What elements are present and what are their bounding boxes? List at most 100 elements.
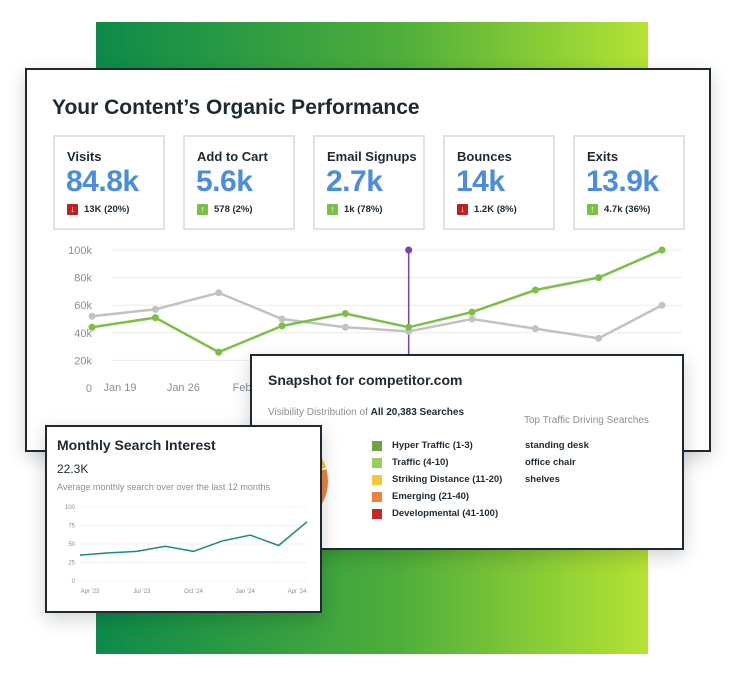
chart-gridlines [112,249,682,361]
kpi-bounces[interactable]: Bounces 14k ↓ 1.2K (8%) [443,135,555,230]
kpi-delta-text: 1k (78%) [344,204,383,215]
snapshot-subtitle-bold: All 20,383 Searches [370,407,465,418]
legend-swatch [372,457,382,468]
legend-label: Hyper Traffic (1-3) [392,440,473,451]
legend-label: Emerging (21-40) [392,491,470,502]
legend-swatch [372,491,382,502]
data-point[interactable] [151,305,159,313]
kpi-delta-text: 578 (2%) [214,204,253,215]
series-line [79,521,308,556]
data-point[interactable] [531,286,539,294]
y-tick-label: 40k [74,328,92,340]
mini-chart-gridlines [80,506,307,582]
kpi-delta: ↓ 13K (20%) [67,204,129,215]
legend-striking-distance: Striking Distance (11-20) [372,474,502,485]
data-point[interactable] [88,323,96,331]
y-tick-label: 25 [68,561,75,567]
data-point[interactable] [215,289,223,297]
y-tick-label: 100 [65,505,76,511]
arrow-up-icon: ↑ [587,204,598,215]
legend-hyper-traffic: Hyper Traffic (1-3) [372,440,473,451]
mini-chart-x-axis: Apr '23 Jul '23 Oct '24 Jan '24 Apr '24 [81,589,307,595]
chart-series [88,246,666,428]
snapshot-subtitle-prefix: Visibility Distribution of [268,407,368,418]
x-tick-label: Jul '23 [133,589,151,595]
top-search-item[interactable]: shelves [525,474,560,485]
data-point[interactable] [595,334,603,342]
data-point[interactable] [278,322,286,330]
legend-swatch [372,474,382,485]
y-tick-label: 60k [74,300,92,312]
top-searches-title: Top Traffic Driving Searches [524,415,649,426]
y-tick-label: 100k [68,245,92,257]
data-point[interactable] [468,315,476,323]
kpi-label: Bounces [457,149,512,164]
data-point[interactable] [658,301,666,309]
x-tick-label: Apr '24 [288,589,307,595]
y-tick-label: 50 [68,542,75,548]
x-tick-label: Oct '24 [184,589,203,595]
data-point[interactable] [595,274,603,282]
data-point[interactable] [278,315,286,323]
legend-emerging: Emerging (21-40) [372,491,469,502]
data-point[interactable] [341,309,349,317]
legend-developmental: Developmental (41-100) [372,508,498,519]
legend-label: Developmental (41-100) [392,508,499,519]
data-point[interactable] [341,323,349,331]
y-tick-label: 20k [74,355,92,367]
kpi-visits[interactable]: Visits 84.8k ↓ 13K (20%) [53,135,165,230]
arrow-down-icon: ↓ [457,204,468,215]
kpi-delta-text: 1.2K (8%) [474,204,517,215]
y-tick-label: 80k [74,273,92,285]
y-tick-label: 0 [72,579,76,585]
arrow-up-icon: ↑ [197,204,208,215]
legend-swatch [372,508,382,519]
mini-chart-series [79,521,308,556]
chart-x-axis: Jan 19 Jan 26 Feb 2 [103,382,260,394]
x-tick-label: Jan 26 [167,382,200,394]
series-line [91,291,663,340]
kpi-label: Email Signups [327,149,417,164]
data-point[interactable] [215,348,223,356]
chart-y-axis: 100k 80k 60k 40k 20k 0 [68,245,92,395]
snapshot-subtitle: Visibility Distribution of All 20,383 Se… [268,407,464,418]
data-point[interactable] [531,325,539,333]
kpi-label: Visits [67,149,102,164]
data-point[interactable] [405,323,413,331]
kpi-value: 5.6k [196,165,253,198]
data-point[interactable] [151,314,159,322]
monthly-value: 22.3K [57,462,89,476]
organic-performance-card: Your Content’s Organic Performance Visit… [25,68,711,452]
y-tick-label: 75 [68,524,75,530]
highlight-marker-dot[interactable] [405,246,413,254]
kpi-label: Exits [587,149,619,164]
data-point[interactable] [88,312,96,320]
kpi-value: 13.9k [586,165,659,198]
legend-label: Striking Distance (11-20) [392,474,503,485]
kpi-exits[interactable]: Exits 13.9k ↑ 4.7k (36%) [573,135,685,230]
kpi-add-to-cart[interactable]: Add to Cart 5.6k ↑ 578 (2%) [183,135,295,230]
top-search-item[interactable]: office chair [525,457,576,468]
x-tick-label: Jan '24 [236,589,256,595]
kpi-delta: ↓ 1.2K (8%) [457,204,517,215]
legend-label: Traffic (4-10) [392,457,449,468]
kpi-email-signups[interactable]: Email Signups 2.7k ↑ 1k (78%) [313,135,425,230]
monthly-title: Monthly Search Interest [57,437,216,453]
kpi-value: 2.7k [326,165,383,198]
kpi-delta-text: 13K (20%) [84,204,130,215]
legend-traffic: Traffic (4-10) [372,457,449,468]
top-search-item[interactable]: standing desk [525,440,589,451]
data-point[interactable] [658,246,666,254]
page-title: Your Content’s Organic Performance [52,96,420,119]
arrow-down-icon: ↓ [67,204,78,215]
kpi-value: 84.8k [66,165,139,198]
series-line [91,248,663,354]
kpi-label: Add to Cart [197,149,268,164]
x-tick-label: Apr '23 [81,589,100,595]
monthly-subtitle: Average monthly search over over the las… [57,482,270,492]
data-point[interactable] [468,308,476,316]
mini-chart-y-axis: 100 75 50 25 0 [65,505,76,585]
snapshot-title: Snapshot for competitor.com [268,372,463,388]
